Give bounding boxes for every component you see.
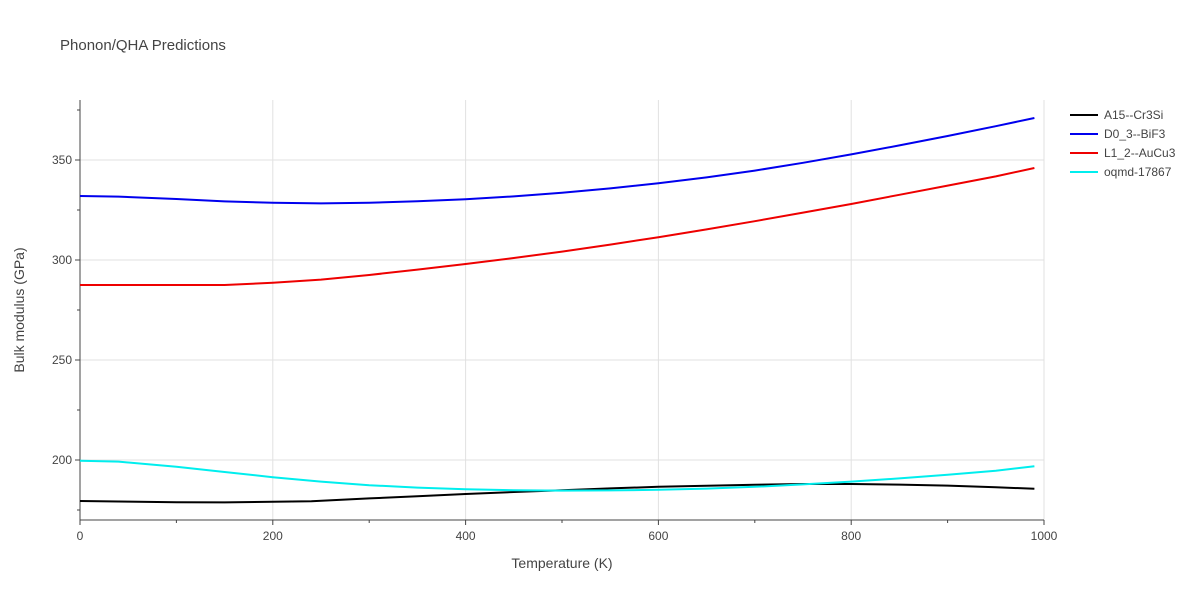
series-line-oqmd-17867[interactable]: [79, 459, 1035, 492]
y-tick-label: 300: [52, 253, 72, 267]
y-axis-title: Bulk modulus (GPa): [11, 247, 27, 372]
legend-item[interactable]: L1_2--AuCu3: [1070, 146, 1176, 160]
y-tick-label: 200: [52, 453, 72, 467]
x-tick-label: 800: [841, 529, 861, 543]
legend-label: D0_3--BiF3: [1104, 127, 1166, 141]
x-tick-label: 600: [648, 529, 668, 543]
series-line-D0_3--BiF3[interactable]: [79, 117, 1035, 205]
x-tick-label: 0: [77, 529, 84, 543]
legend-label: L1_2--AuCu3: [1104, 146, 1176, 160]
legend[interactable]: A15--Cr3Si D0_3--BiF3 L1_2--AuCu3 oqmd-1786…: [1070, 108, 1176, 179]
x-tick-label: 1000: [1031, 529, 1058, 543]
axes: 0 200 400 600 800 1000 200 250 300 350: [52, 100, 1058, 543]
legend-label: A15--Cr3Si: [1104, 108, 1163, 122]
grid: [80, 100, 1045, 520]
legend-item[interactable]: oqmd-17867: [1070, 165, 1172, 179]
chart-title: Phonon/QHA Predictions: [60, 37, 226, 54]
series-line-L1_2--AuCu3[interactable]: [80, 167, 1035, 286]
legend-item[interactable]: D0_3--BiF3: [1070, 127, 1166, 141]
series-line-A15--Cr3Si[interactable]: [79, 483, 1035, 504]
legend-label: oqmd-17867: [1104, 165, 1172, 179]
x-tick-label: 200: [263, 529, 283, 543]
y-tick-label: 350: [52, 153, 72, 167]
x-axis-title: Temperature (K): [511, 555, 612, 571]
legend-item[interactable]: A15--Cr3Si: [1070, 108, 1163, 122]
x-tick-label: 400: [456, 529, 476, 543]
series-layer: [79, 117, 1035, 504]
y-tick-label: 250: [52, 353, 72, 367]
